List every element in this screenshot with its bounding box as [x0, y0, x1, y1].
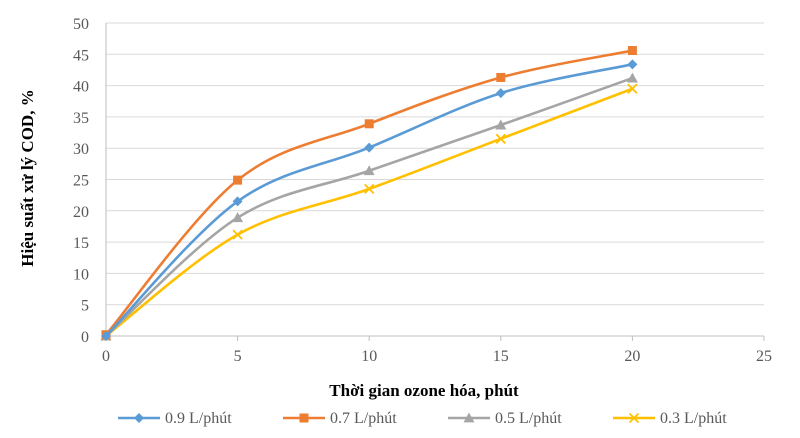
data-point-triangle — [232, 212, 244, 223]
x-axis-title: Thời gian ozone hóa, phút — [329, 381, 519, 400]
x-tick-labels: 0 5 10 15 20 25 — [102, 348, 772, 365]
legend-item-3: 0.5 L/phút — [448, 410, 562, 427]
y-tick-label: 15 — [73, 235, 89, 252]
data-point-diamond — [232, 196, 243, 207]
series-line — [105, 63, 633, 337]
y-axis-title: Hiệu suất xử lý COD, % — [18, 89, 37, 266]
series-3 — [100, 72, 638, 341]
legend-item-1: 0.9 L/phút — [118, 410, 232, 427]
data-point-diamond — [134, 413, 144, 423]
data-point-square — [299, 413, 309, 423]
y-tick-label: 25 — [73, 173, 89, 190]
y-tick-label: 45 — [73, 47, 89, 64]
data-point-diamond — [495, 88, 506, 99]
y-tick-label: 30 — [73, 141, 89, 158]
data-point-diamond — [364, 142, 375, 153]
series-line — [105, 49, 633, 336]
x-tick-label: 0 — [102, 348, 110, 365]
data-point-square — [627, 46, 637, 56]
x-tick-label: 20 — [624, 348, 640, 365]
data-point-square — [496, 72, 506, 82]
data-point-diamond — [101, 331, 111, 341]
x-tick-label: 5 — [234, 348, 242, 365]
x-tick-label: 15 — [493, 348, 509, 365]
data-point-cross — [627, 83, 638, 94]
x-tick-label: 25 — [756, 348, 772, 365]
series-2 — [101, 46, 637, 340]
legend: 0.9 L/phút 0.7 L/phút 0.5 L/phút 0.3 L/phút — [118, 410, 727, 427]
y-tick-label: 0 — [81, 329, 89, 346]
x-tick-label: 10 — [361, 348, 377, 365]
data-point-cross — [495, 133, 506, 144]
y-tick-label: 20 — [73, 204, 89, 221]
y-tick-label: 10 — [73, 266, 89, 283]
data-point-square — [233, 175, 243, 185]
data-point-cross — [364, 183, 375, 195]
y-tick-label: 40 — [73, 79, 89, 96]
legend-label: 0.9 L/phút — [165, 410, 232, 427]
legend-item-2: 0.7 L/phút — [283, 410, 397, 427]
legend-label: 0.5 L/phút — [495, 410, 562, 427]
y-tick-label: 35 — [73, 110, 89, 127]
data-point-triangle — [626, 72, 638, 83]
data-point-triangle — [363, 165, 375, 176]
data-point-square — [364, 119, 374, 129]
data-point-triangle — [463, 412, 475, 423]
legend-item-4: 0.3 L/phút — [613, 410, 727, 427]
plot-series — [100, 46, 638, 342]
data-point-cross — [232, 229, 243, 240]
data-point-cross — [628, 412, 640, 424]
data-point-triangle — [495, 119, 507, 130]
y-tick-labels: 0 5 10 15 20 25 30 35 40 45 50 — [73, 16, 89, 346]
legend-label: 0.7 L/phút — [330, 410, 397, 427]
y-tick-label: 5 — [81, 298, 89, 315]
data-point-diamond — [627, 59, 638, 70]
legend-label: 0.3 L/phút — [660, 410, 727, 427]
series-1 — [101, 59, 638, 341]
y-tick-label: 50 — [73, 16, 89, 33]
axes — [105, 23, 765, 341]
